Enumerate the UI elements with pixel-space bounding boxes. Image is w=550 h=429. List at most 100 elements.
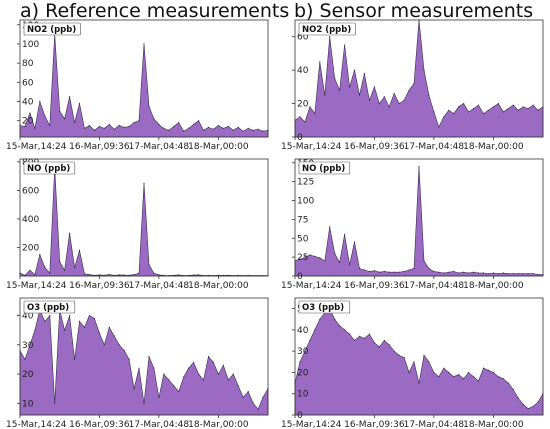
data-point bbox=[178, 122, 180, 124]
data-point bbox=[217, 124, 219, 127]
data-point bbox=[39, 254, 41, 256]
data-point bbox=[54, 402, 56, 404]
data-point bbox=[128, 358, 130, 360]
data-point bbox=[487, 109, 489, 111]
x-tick-label: 16-Mar,09:36 bbox=[344, 420, 405, 429]
area-series-sen-no bbox=[294, 166, 544, 277]
data-point bbox=[438, 376, 440, 378]
data-point bbox=[123, 126, 125, 128]
data-point bbox=[34, 274, 36, 276]
y-tick-label: 50 bbox=[297, 234, 309, 244]
data-point bbox=[522, 106, 524, 108]
data-point bbox=[398, 271, 400, 273]
data-point bbox=[314, 329, 316, 331]
data-point bbox=[257, 128, 259, 130]
data-point bbox=[133, 274, 135, 276]
data-point bbox=[517, 273, 519, 275]
data-point bbox=[358, 267, 361, 270]
data-point bbox=[532, 273, 534, 275]
column-title-reference: a) Reference measurements bbox=[20, 0, 290, 22]
y-tick-label: 30 bbox=[297, 347, 309, 357]
data-point bbox=[252, 129, 254, 131]
data-point bbox=[532, 104, 534, 106]
data-point bbox=[487, 273, 489, 275]
data-point bbox=[103, 344, 105, 346]
data-point bbox=[423, 69, 425, 71]
data-point bbox=[83, 326, 86, 328]
data-point bbox=[29, 269, 31, 271]
data-point bbox=[453, 113, 455, 115]
data-point bbox=[242, 396, 244, 398]
data-point bbox=[403, 270, 405, 273]
x-tick-label: 15-Mar,14:24 bbox=[6, 420, 67, 429]
series-label: NO (ppb) bbox=[302, 164, 345, 174]
data-point bbox=[319, 257, 321, 259]
x-tick-label: 18-Mar,00:00 bbox=[188, 142, 249, 152]
y-tick-label: 20 bbox=[297, 100, 309, 110]
data-point bbox=[378, 346, 380, 348]
data-point bbox=[98, 332, 100, 334]
data-point bbox=[74, 122, 76, 124]
y-tick-label: 0 bbox=[297, 133, 303, 143]
data-point bbox=[497, 376, 499, 378]
data-point bbox=[118, 124, 120, 127]
data-point bbox=[108, 123, 110, 126]
y-tick-label: 20 bbox=[297, 368, 309, 378]
data-point bbox=[178, 391, 180, 393]
y-tick-label: 40 bbox=[22, 98, 34, 108]
data-point bbox=[44, 266, 46, 268]
data-point bbox=[418, 165, 420, 168]
y-tick-label: 40 bbox=[297, 326, 309, 336]
data-point bbox=[103, 127, 105, 129]
series-label: NO2 (ppb) bbox=[302, 25, 351, 35]
x-tick-label: 18-Mar,00:00 bbox=[463, 420, 524, 429]
data-point bbox=[148, 355, 150, 358]
data-point bbox=[78, 249, 81, 251]
x-tick-label: 16-Mar,09:36 bbox=[344, 142, 405, 152]
data-point bbox=[222, 127, 224, 129]
data-point bbox=[512, 388, 514, 391]
data-point bbox=[477, 272, 480, 274]
data-point bbox=[324, 260, 326, 262]
data-point bbox=[93, 129, 95, 131]
data-point bbox=[344, 329, 346, 331]
data-point bbox=[482, 113, 485, 115]
plot-frame bbox=[19, 19, 269, 138]
data-point bbox=[458, 106, 460, 108]
data-point bbox=[492, 371, 494, 374]
data-point bbox=[329, 36, 331, 38]
data-point bbox=[413, 267, 415, 270]
data-point bbox=[88, 315, 90, 317]
series-label-box bbox=[23, 300, 76, 314]
x-tick-label: 18-Mar,00:00 bbox=[188, 281, 249, 291]
data-point bbox=[413, 361, 415, 363]
data-point bbox=[473, 271, 475, 273]
data-point bbox=[212, 361, 214, 363]
data-point bbox=[339, 261, 341, 263]
y-tick-label: 400 bbox=[22, 215, 39, 225]
data-point bbox=[463, 271, 465, 273]
data-point bbox=[138, 367, 140, 369]
data-point bbox=[502, 272, 504, 274]
y-tick-label: 125 bbox=[297, 178, 314, 188]
data-point bbox=[217, 373, 219, 375]
data-point bbox=[438, 271, 440, 273]
data-point bbox=[383, 270, 385, 273]
data-point bbox=[193, 123, 195, 126]
data-point bbox=[398, 354, 400, 356]
data-point bbox=[34, 127, 36, 129]
data-point bbox=[108, 326, 110, 328]
data-point bbox=[408, 269, 410, 271]
data-point bbox=[59, 110, 61, 112]
data-point bbox=[247, 391, 249, 393]
data-point bbox=[532, 405, 534, 408]
data-point bbox=[133, 122, 135, 124]
data-point bbox=[537, 109, 539, 111]
data-point bbox=[49, 272, 51, 274]
data-point bbox=[133, 388, 135, 390]
data-point bbox=[448, 109, 450, 111]
data-point bbox=[408, 89, 410, 91]
data-point bbox=[453, 270, 455, 273]
data-point bbox=[507, 382, 509, 384]
data-point bbox=[344, 233, 346, 236]
